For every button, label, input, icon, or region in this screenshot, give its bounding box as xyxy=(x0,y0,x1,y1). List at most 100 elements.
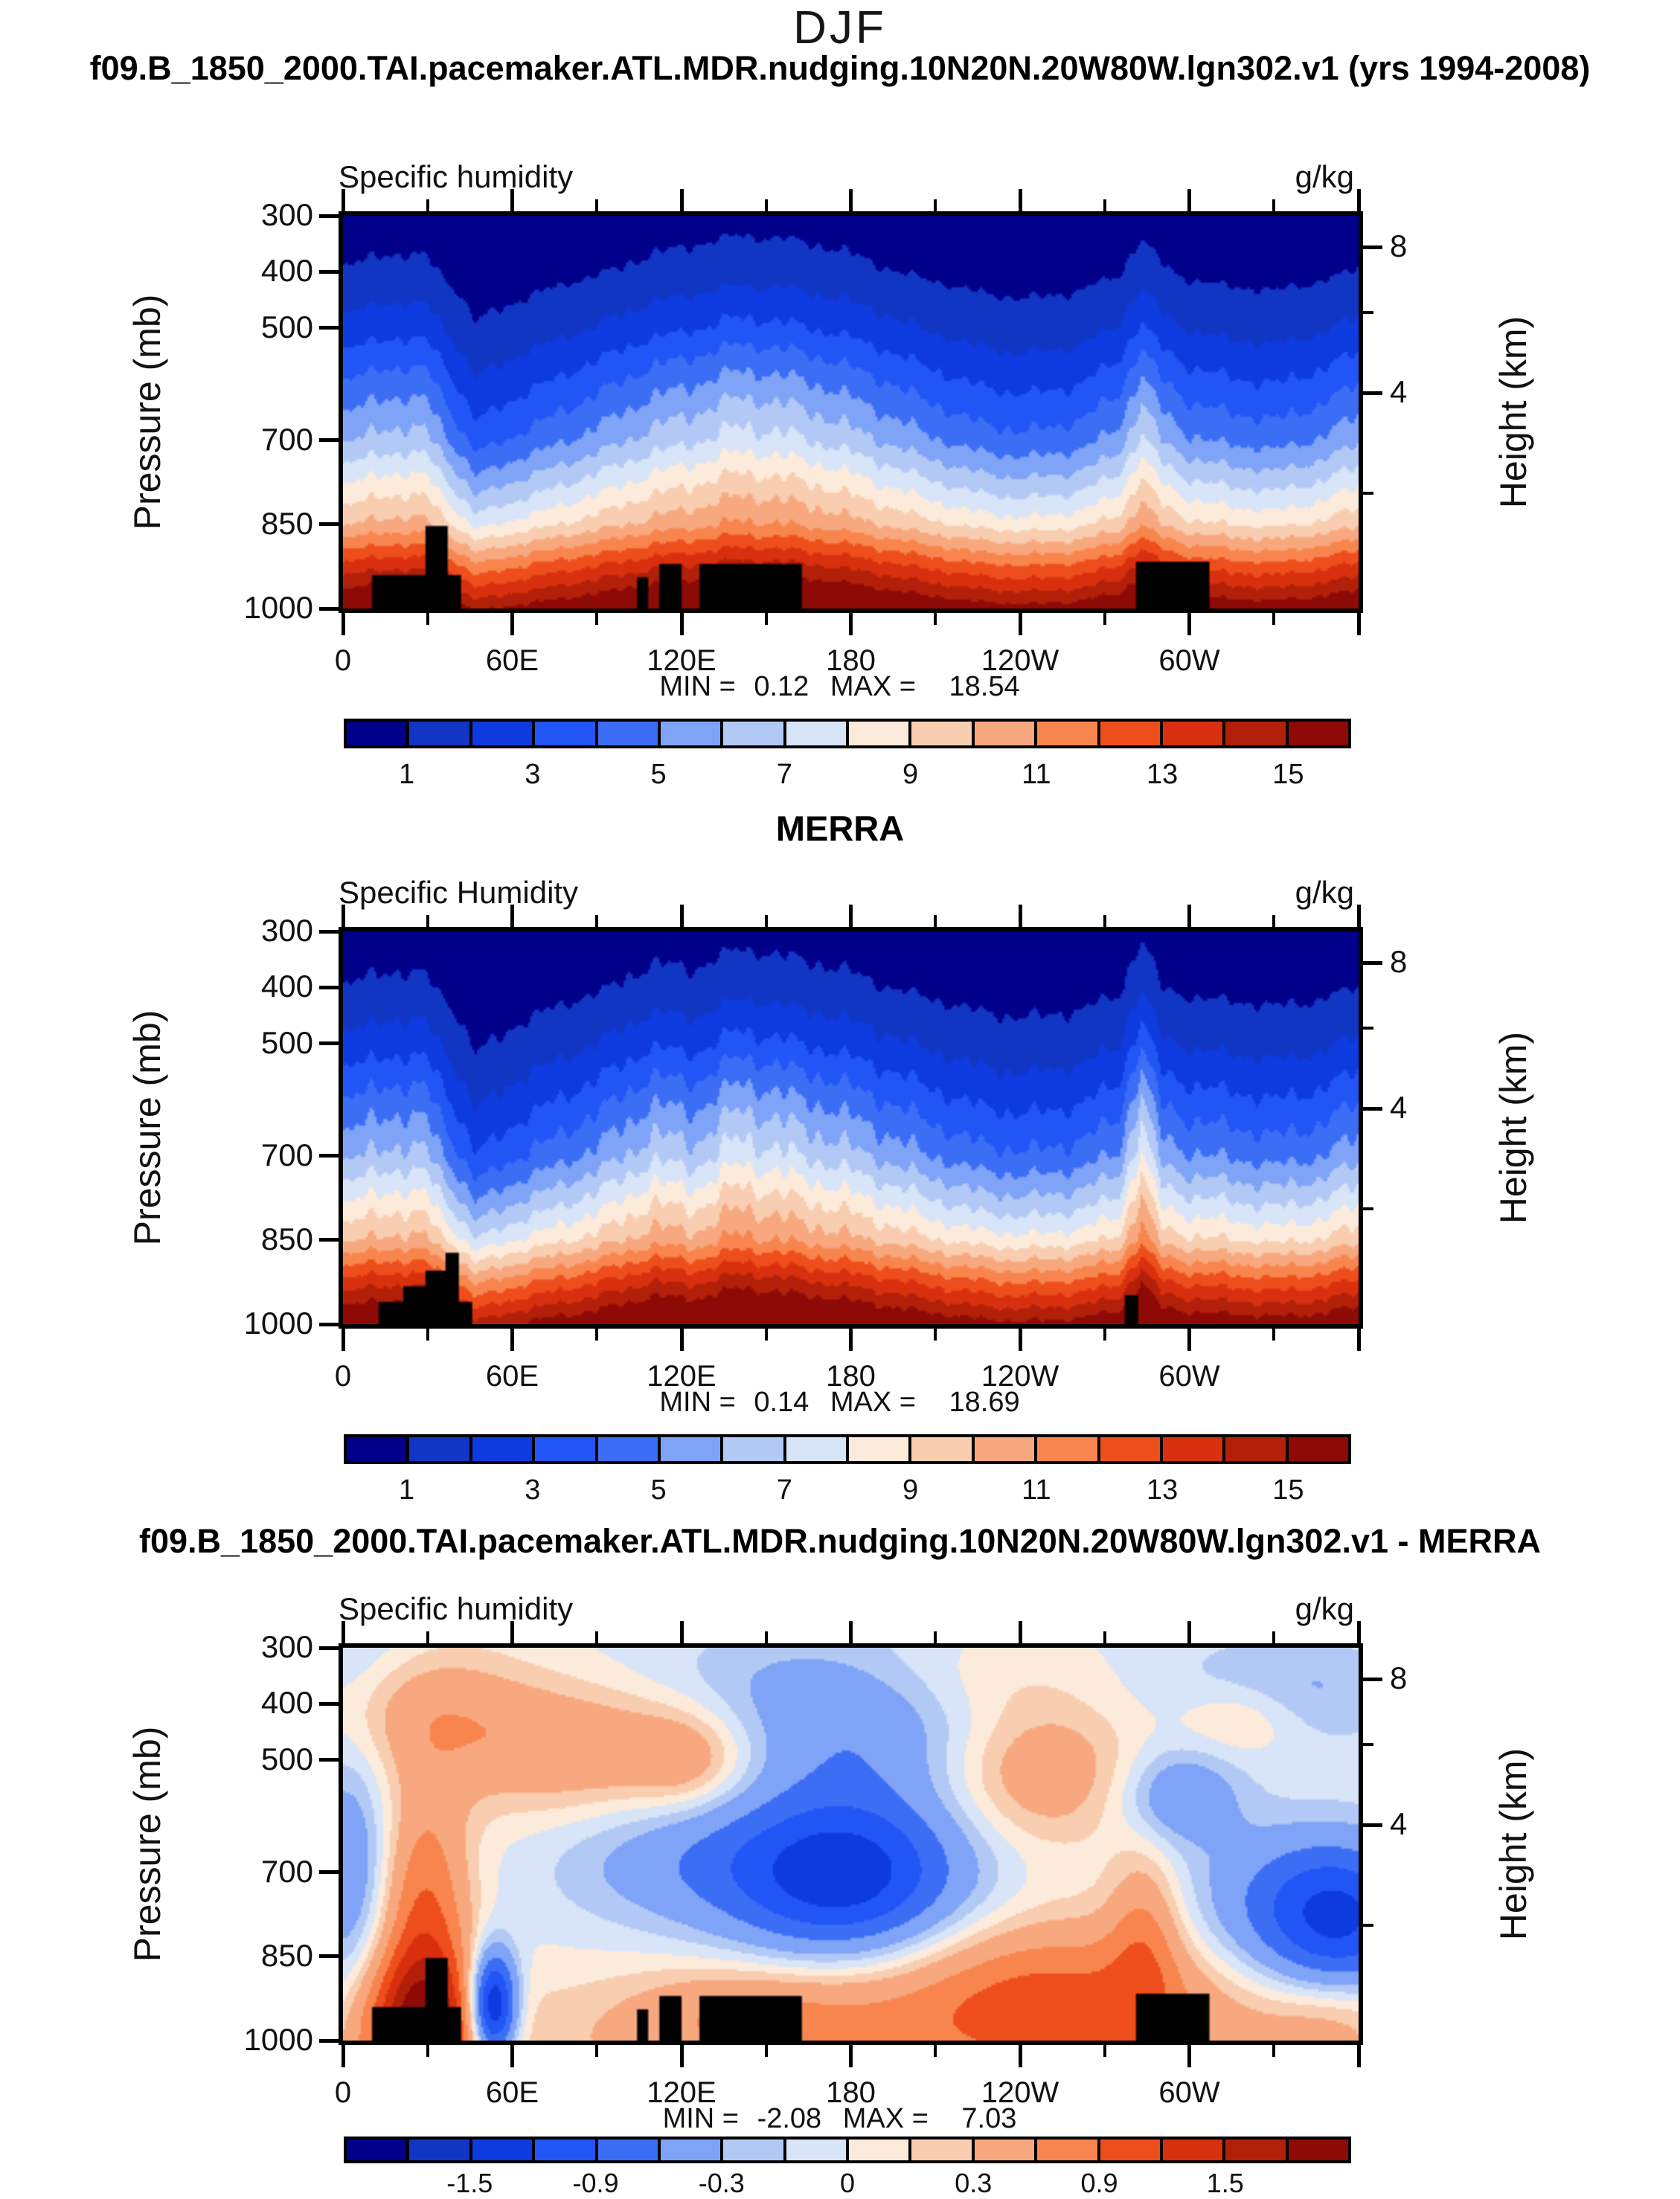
colorbar-tick-label: 5 xyxy=(650,1474,667,1506)
pressure-tick xyxy=(319,1954,339,1959)
longitude-tick-label: 180 xyxy=(826,2076,876,2109)
x-major-tick xyxy=(341,1329,345,1351)
x-minor-tick xyxy=(595,1631,599,1643)
x-major-tick xyxy=(1187,613,1191,635)
x-minor-tick xyxy=(1272,613,1276,625)
colorbar-tick-label: 11 xyxy=(1022,1474,1051,1506)
height-minor-tick xyxy=(1363,310,1373,314)
x-minor-tick xyxy=(1103,915,1106,927)
colorbar-cell xyxy=(594,2139,658,2160)
colorbar-cell xyxy=(1097,2139,1160,2160)
x-minor-tick xyxy=(934,199,937,211)
longitude-tick-label: 120W xyxy=(981,2076,1059,2109)
panel3-pressure-axis-title: Pressure (mb) xyxy=(126,1726,168,1962)
x-minor-tick xyxy=(1272,199,1276,211)
pressure-tick-label: 300 xyxy=(260,1629,313,1664)
height-tick-label: 4 xyxy=(1390,1806,1408,1842)
max-value: 18.69 xyxy=(949,1387,1020,1418)
longitude-tick-label: 60W xyxy=(1158,644,1220,677)
pressure-tick-label: 850 xyxy=(260,1937,313,1973)
panel2-colorbar xyxy=(344,1434,1351,1464)
colorbar-tick-label: 7 xyxy=(776,759,792,790)
panel2-contour-plot: 300 400 500 700 850 1000 8 4 0 60E 120E 180 120W 60W xyxy=(244,905,1407,1393)
x-minor-tick xyxy=(764,2045,768,2057)
colorbar-cell xyxy=(783,1437,846,1461)
x-major-tick xyxy=(1187,189,1191,211)
x-major-tick xyxy=(1187,905,1191,927)
colorbar-tick-label: -1.5 xyxy=(446,2168,493,2198)
x-minor-tick xyxy=(764,1329,768,1341)
colorbar-tick-label: 0.3 xyxy=(955,2168,993,2198)
height-minor-tick xyxy=(1363,1924,1373,1927)
pressure-tick xyxy=(319,1322,339,1326)
pressure-tick-label: 500 xyxy=(260,1741,313,1776)
longitude-tick-label: 180 xyxy=(826,1360,876,1393)
pressure-tick-label: 400 xyxy=(260,969,313,1004)
panel1-title: f09.B_1850_2000.TAI.pacemaker.ATL.MDR.nu… xyxy=(89,49,1591,87)
longitude-tick-label: 0 xyxy=(334,1360,352,1393)
colorbar-cell xyxy=(1159,722,1223,745)
colorbar-cell xyxy=(532,1437,595,1461)
max-label: MAX = xyxy=(830,1387,916,1418)
panel2-title: MERRA xyxy=(775,809,905,848)
x-major-tick xyxy=(849,189,853,211)
longitude-tick-label: 0 xyxy=(334,2076,352,2109)
colorbar-cell xyxy=(469,2139,533,2160)
x-major-tick xyxy=(1356,613,1361,635)
longitude-tick-label: 60E xyxy=(485,2076,539,2109)
x-major-tick xyxy=(341,189,345,211)
x-minor-tick xyxy=(1103,1329,1106,1341)
colorbar-cell xyxy=(846,722,909,745)
x-minor-tick xyxy=(426,2045,429,2057)
x-major-tick xyxy=(679,613,684,635)
panel1-contour-field-canvas xyxy=(343,216,1359,609)
season-title: DJF xyxy=(793,2,887,54)
panel3-title: f09.B_1850_2000.TAI.pacemaker.ATL.MDR.nu… xyxy=(139,1522,1541,1560)
colorbar-tick-label: 0.9 xyxy=(1080,2168,1118,2198)
colorbar-tick-label: -0.3 xyxy=(698,2168,745,2198)
x-major-tick xyxy=(1018,1621,1022,1643)
pressure-tick xyxy=(319,1701,339,1706)
colorbar-cell xyxy=(657,2139,721,2160)
colorbar-cell xyxy=(594,722,658,745)
pressure-tick xyxy=(319,1154,339,1158)
panel2-minmax-stats: MIN = 0.14 MAX = 18.69 xyxy=(339,1387,1354,1419)
pressure-tick xyxy=(319,2038,339,2043)
colorbar-tick-label: 15 xyxy=(1272,1474,1304,1506)
longitude-tick-label: 0 xyxy=(334,644,352,677)
panel2-height-axis-title: Height (km) xyxy=(1493,1031,1534,1224)
x-minor-tick xyxy=(1272,915,1276,927)
max-label: MAX = xyxy=(830,671,916,702)
colorbar-cell xyxy=(657,722,721,745)
colorbar-cell xyxy=(532,722,595,745)
colorbar-tick-label: 15 xyxy=(1272,759,1304,790)
x-minor-tick xyxy=(764,199,768,211)
colorbar-cell xyxy=(1159,2139,1223,2160)
colorbar-tick-label: 5 xyxy=(650,759,667,790)
x-major-tick xyxy=(679,189,684,211)
colorbar-cell xyxy=(720,722,783,745)
pressure-tick-label: 300 xyxy=(260,913,313,948)
colorbar-cell xyxy=(908,1437,972,1461)
panel1-height-axis-title: Height (km) xyxy=(1493,315,1534,509)
x-major-tick xyxy=(849,1329,853,1351)
x-major-tick xyxy=(1018,189,1022,211)
colorbar-cell xyxy=(1034,1437,1097,1461)
colorbar-tick-label: 1 xyxy=(399,1474,415,1506)
longitude-tick-label: 60E xyxy=(485,644,539,677)
max-value: 18.54 xyxy=(949,671,1020,702)
colorbar-cell xyxy=(908,2139,972,2160)
x-major-tick xyxy=(849,613,853,635)
colorbar-cell xyxy=(406,1437,469,1461)
pressure-tick-label: 1000 xyxy=(243,590,313,625)
height-tick-label: 4 xyxy=(1390,1090,1408,1126)
x-major-tick xyxy=(341,613,345,635)
pressure-tick xyxy=(319,1238,339,1242)
x-major-tick xyxy=(679,1329,684,1351)
pressure-tick xyxy=(319,438,339,443)
x-minor-tick xyxy=(1103,613,1106,625)
colorbar-cell xyxy=(1222,2139,1286,2160)
longitude-tick-label: 120W xyxy=(981,1360,1059,1393)
x-major-tick xyxy=(341,1621,345,1643)
colorbar-tick-label: 9 xyxy=(902,759,919,790)
